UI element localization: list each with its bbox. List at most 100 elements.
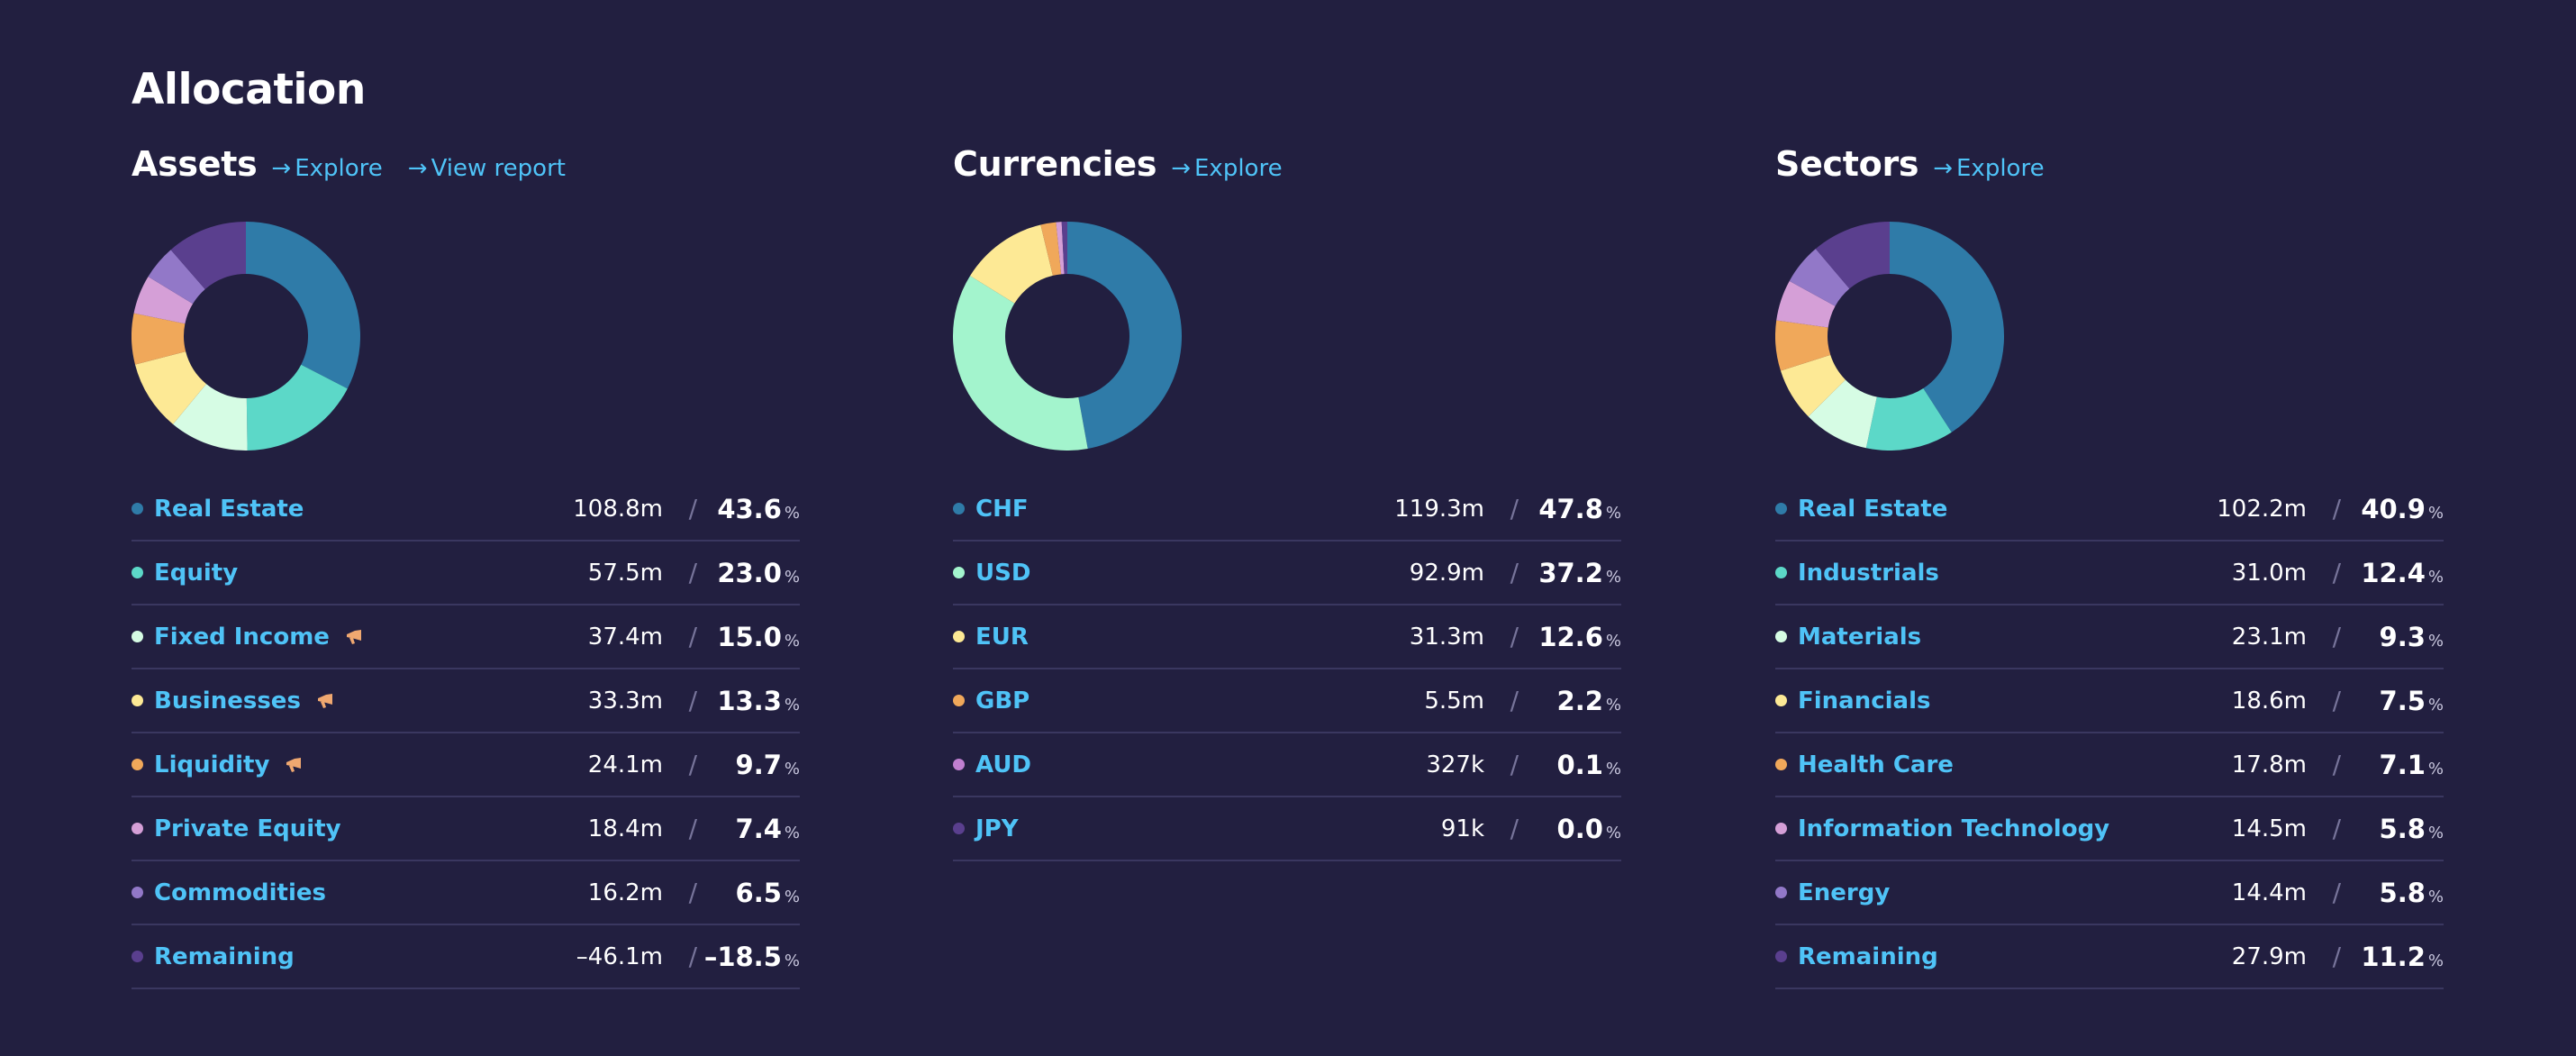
row-label-link[interactable]: Industrials <box>1798 559 1939 587</box>
explore-link[interactable]: → Explore <box>271 155 382 182</box>
donut-slice <box>246 222 360 389</box>
row-label-link[interactable]: Liquidity <box>154 751 270 778</box>
percentage-value: 40.9 <box>2361 493 2426 524</box>
percentage: 43.6% <box>717 494 800 524</box>
percentage-value: 13.3 <box>717 685 782 716</box>
allocation-donut-chart <box>132 222 360 451</box>
row-label-link[interactable]: Energy <box>1798 878 1891 906</box>
percent-sign: % <box>784 887 800 906</box>
row-label-link[interactable]: Materials <box>1798 623 1922 651</box>
percentage-value: 6.5 <box>735 877 782 908</box>
donut-slice <box>246 364 348 451</box>
amount-value: 327k <box>1426 751 1484 778</box>
amount-value: 5.5m <box>1424 687 1484 715</box>
separator: / <box>1510 622 1519 651</box>
donut-slice <box>1789 249 1850 306</box>
amount-value: 102.2m <box>2217 495 2307 523</box>
row-label-link[interactable]: AUD <box>975 751 1032 778</box>
percent-sign: % <box>2427 759 2444 778</box>
percentage: 5.8% <box>2380 878 2444 908</box>
donut-slice <box>1890 222 2004 432</box>
row-label-link[interactable]: JPY <box>975 815 1019 842</box>
percent-sign: % <box>2427 631 2444 651</box>
arrow-right-icon: → <box>271 155 292 182</box>
amount-value: 24.1m <box>587 751 663 778</box>
row-label-link[interactable]: Financials <box>1798 687 1931 715</box>
donut-slice <box>134 351 207 424</box>
row-label-link[interactable]: Real Estate <box>154 495 304 523</box>
section-assets: Assets → Explore → View report Real Estate 108… <box>132 144 800 989</box>
row-label-link[interactable]: GBP <box>975 687 1030 715</box>
row-label-link[interactable]: Remaining <box>154 942 295 970</box>
allocation-row: Industrials 31.0m / 12.4% <box>1775 542 2444 605</box>
donut-slice <box>170 222 246 289</box>
view-report-link[interactable]: → View report <box>408 155 566 182</box>
explore-link[interactable]: → Explore <box>1933 155 2044 182</box>
row-label-link[interactable]: Fixed Income <box>154 623 330 651</box>
percentage-value: 12.6 <box>1538 621 1603 652</box>
section-title: Sectors <box>1775 144 1919 184</box>
percentage: 0.0% <box>1557 814 1621 844</box>
separator: / <box>2332 494 2341 523</box>
amount-value: 33.3m <box>587 687 663 715</box>
row-label-link[interactable]: Real Estate <box>1798 495 1948 523</box>
percent-sign: % <box>784 695 800 715</box>
separator: / <box>688 878 697 907</box>
separator: / <box>2332 942 2341 971</box>
percentage: 5.8% <box>2380 814 2444 844</box>
legend-dot <box>953 695 965 706</box>
section-currencies: Currencies → Explore CHF 119.3m / 47.8% USD 92.9… <box>953 144 1621 861</box>
allocation-row: Businesses 33.3m / 13.3% <box>132 669 800 733</box>
allocation-row: Health Care 17.8m / 7.1% <box>1775 733 2444 797</box>
percentage-value: 5.8 <box>2379 813 2426 844</box>
row-label-link[interactable]: Businesses <box>154 687 301 715</box>
explore-link[interactable]: → Explore <box>1171 155 1282 182</box>
link-label: View report <box>431 155 566 182</box>
percentage-value: 2.2 <box>1556 685 1603 716</box>
separator: / <box>2332 878 2341 907</box>
percent-sign: % <box>784 759 800 778</box>
donut-slice <box>1040 222 1062 276</box>
donut-slice <box>1865 388 1952 451</box>
percentage: 15.0% <box>717 622 800 652</box>
percentage: 13.3% <box>717 686 800 716</box>
separator: / <box>1510 686 1519 715</box>
legend-dot <box>132 695 143 706</box>
allocation-row: Commodities 16.2m / 6.5% <box>132 861 800 925</box>
amount-value: 37.4m <box>587 623 663 651</box>
arrow-right-icon: → <box>407 155 428 182</box>
percentage: 12.6% <box>1538 622 1621 652</box>
row-label-link[interactable]: Health Care <box>1798 751 1954 778</box>
donut-slice <box>1056 222 1065 275</box>
percentage: 37.2% <box>1538 558 1621 588</box>
row-label-link[interactable]: CHF <box>975 495 1029 523</box>
row-label-link[interactable]: Remaining <box>1798 942 1938 970</box>
donut-slice <box>1061 222 1067 275</box>
legend-dot <box>1775 695 1787 706</box>
donut-slice <box>1780 354 1846 417</box>
row-label-link[interactable]: Commodities <box>154 878 326 906</box>
percentage-value: 11.2 <box>2361 941 2426 972</box>
allocation-row: JPY 91k / 0.0% <box>953 797 1621 861</box>
percentage: –18.5% <box>704 942 800 972</box>
legend-dot <box>953 759 965 770</box>
legend-dot <box>1775 631 1787 642</box>
percentage: 12.4% <box>2361 558 2444 588</box>
row-label-link[interactable]: USD <box>975 559 1031 587</box>
row-label-link[interactable]: Private Equity <box>154 815 341 842</box>
row-label-link[interactable]: Information Technology <box>1798 815 2110 842</box>
percentage: 9.3% <box>2380 622 2444 652</box>
allocation-row: Energy 14.4m / 5.8% <box>1775 861 2444 925</box>
legend-dot <box>1775 823 1787 834</box>
row-label-link[interactable]: EUR <box>975 623 1029 651</box>
separator: / <box>2332 814 2341 843</box>
separator: / <box>688 814 697 843</box>
amount-value: 92.9m <box>1409 559 1484 587</box>
allocation-row: GBP 5.5m / 2.2% <box>953 669 1621 733</box>
allocation-donut-chart <box>1775 222 2004 451</box>
row-label-link[interactable]: Equity <box>154 559 239 587</box>
allocation-row: Financials 18.6m / 7.5% <box>1775 669 2444 733</box>
donut-slice <box>173 384 248 451</box>
percentage: 7.4% <box>736 814 800 844</box>
percent-sign: % <box>1605 695 1621 715</box>
